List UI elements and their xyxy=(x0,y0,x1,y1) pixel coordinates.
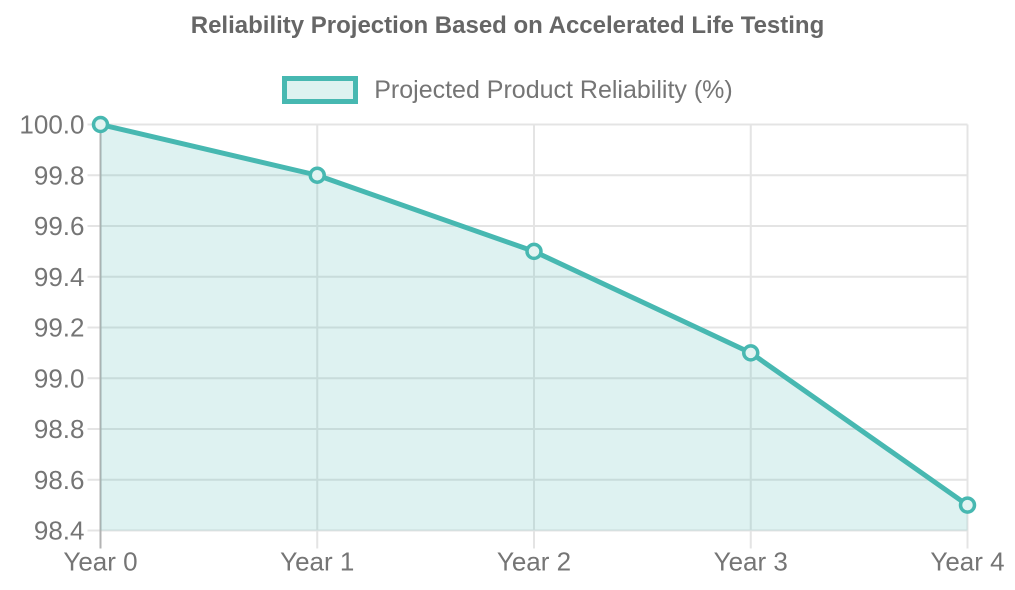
legend-label: Projected Product Reliability (%) xyxy=(374,76,733,104)
data-point-marker[interactable] xyxy=(308,166,326,184)
y-tick-label: 99.4 xyxy=(34,262,85,292)
x-tick-label: Year 3 xyxy=(714,547,788,577)
y-tick-label: 99.2 xyxy=(34,313,85,343)
x-tick-label: Year 1 xyxy=(280,547,354,577)
x-tick-label: Year 4 xyxy=(930,547,1004,577)
y-tick-label: 98.6 xyxy=(34,465,85,495)
y-tick-label: 98.4 xyxy=(34,516,85,546)
data-point-marker[interactable] xyxy=(525,242,543,261)
legend: Projected Product Reliability (%) xyxy=(0,76,1015,104)
legend-swatch xyxy=(282,76,359,104)
y-tick-label: 99.0 xyxy=(34,363,85,393)
y-tick-label: 99.8 xyxy=(34,160,85,190)
x-tick-label: Year 2 xyxy=(497,547,571,577)
data-point-marker[interactable] xyxy=(91,115,110,134)
x-tick-label: Year 0 xyxy=(63,547,137,577)
y-tick-label: 98.8 xyxy=(34,414,85,444)
data-point-marker[interactable] xyxy=(742,344,760,362)
data-point-marker[interactable] xyxy=(958,496,977,514)
y-tick-label: 100.0 xyxy=(19,110,84,140)
y-tick-label: 99.6 xyxy=(34,211,85,241)
area-fill xyxy=(100,124,968,531)
chart-title: Reliability Projection Based on Accelera… xyxy=(190,12,825,39)
